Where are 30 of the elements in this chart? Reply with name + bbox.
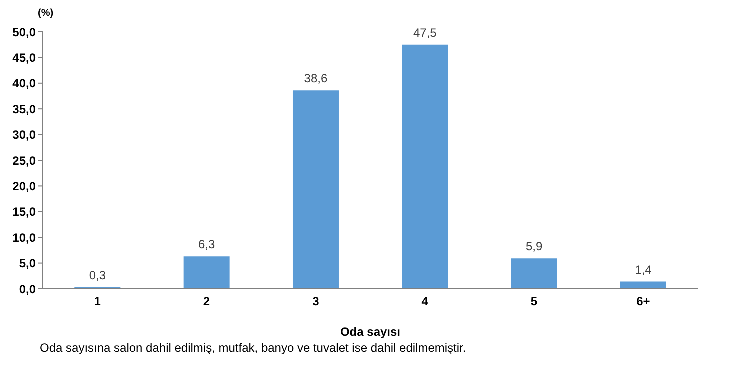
x-tick-label: 3	[312, 294, 320, 309]
text: Oda sayısına salon dahil edilmiş, mutfak, banyo ve tuvalet ise dahil edilmemiştir.	[40, 341, 466, 355]
x-tick-label: 2	[203, 294, 210, 309]
x-tick-label: 1	[94, 294, 102, 309]
y-tick-label: 45,0	[12, 50, 36, 65]
y-tick-label: 35,0	[12, 102, 36, 116]
y-tick-label: 10,0	[12, 230, 36, 245]
data-label: 6,3	[198, 238, 216, 252]
y-tick-label: 50,0	[12, 25, 36, 40]
bar	[511, 258, 558, 289]
data-label: 38,6	[304, 72, 328, 86]
y-tick-label: 25,0	[12, 154, 36, 168]
data-label: 0,3	[89, 268, 106, 282]
data-label: 5,9	[526, 240, 543, 254]
y-axis-title: (%)	[38, 8, 54, 19]
bar	[184, 256, 230, 289]
x-tick-label: 6+	[636, 294, 650, 309]
data-label: 47,5	[413, 26, 438, 40]
y-tick-label: 40,0	[12, 76, 36, 91]
y-tick-label: 0,0	[19, 282, 36, 296]
y-tick-label: 20,0	[12, 179, 36, 194]
bar	[402, 44, 448, 289]
y-tick-label: 15,0	[12, 205, 36, 220]
bar	[620, 282, 666, 289]
bar	[292, 90, 339, 289]
y-tick-label: 5,0	[19, 256, 36, 271]
x-tick-label: 4	[422, 294, 429, 309]
y-tick-label: 30,0	[12, 128, 36, 142]
data-label: 1,4	[635, 262, 652, 277]
x-tick-label: 5	[530, 294, 538, 309]
